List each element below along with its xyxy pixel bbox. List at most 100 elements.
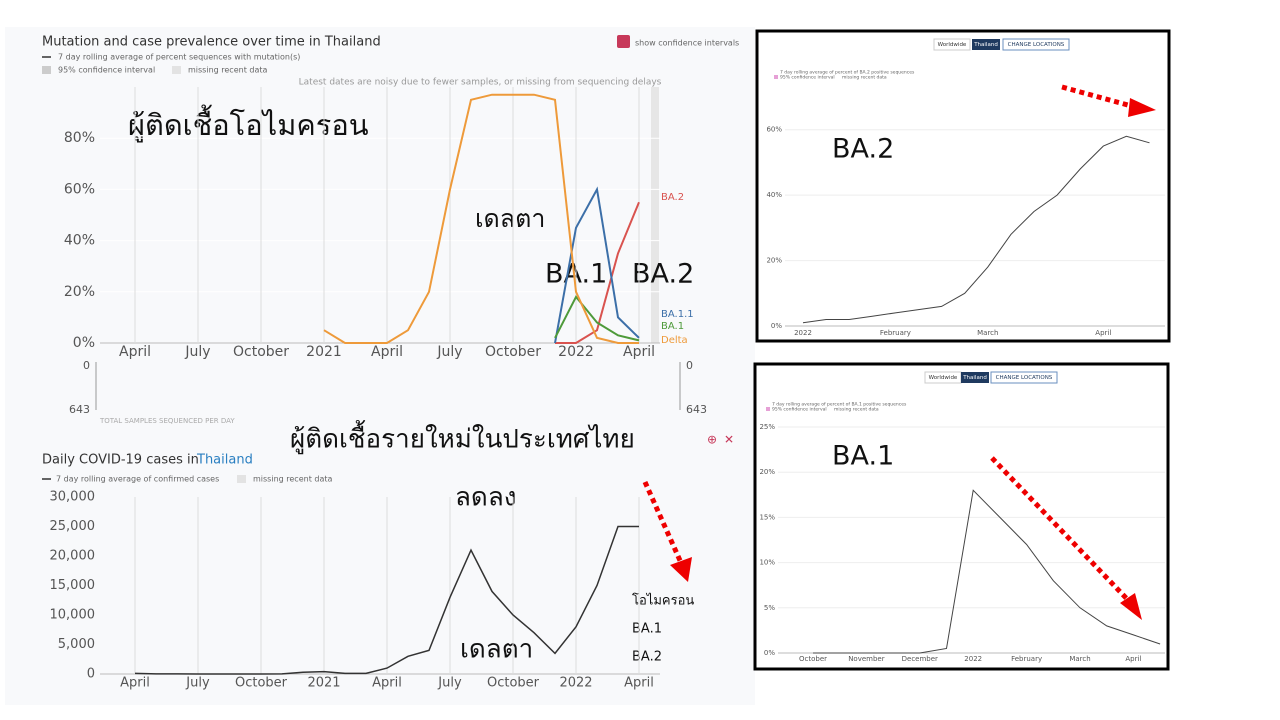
annotation: เดลตา xyxy=(475,204,545,233)
x-tick-label: 2021 xyxy=(306,344,342,360)
button[interactable] xyxy=(961,372,989,383)
button[interactable] xyxy=(933,38,971,51)
annotation: BA.2 xyxy=(632,650,662,665)
legend-text: 95% confidence interval xyxy=(772,407,827,413)
legend-swatch xyxy=(42,66,51,74)
y-tick-label: 20% xyxy=(759,468,775,476)
chart-title-location[interactable]: Thailand xyxy=(196,453,253,468)
legend-text: 7 day rolling average of percent of BA.2… xyxy=(780,70,915,76)
series-label: BA.2 xyxy=(661,192,684,203)
button-label[interactable]: CHANGE LOCATIONS xyxy=(996,375,1053,381)
data-line xyxy=(813,489,1161,654)
y-tick-label: 10% xyxy=(759,559,775,567)
arrow-head xyxy=(1120,593,1142,620)
button-label[interactable]: Worldwide xyxy=(938,42,967,48)
samples-label: TOTAL SAMPLES SEQUENCED PER DAY xyxy=(99,417,235,425)
legend-swatch xyxy=(766,407,770,411)
x-tick-label: November xyxy=(848,655,885,663)
x-tick-label: February xyxy=(1011,655,1042,663)
x-tick-label: December xyxy=(902,655,938,663)
series-label: BA.1.1 xyxy=(661,309,694,320)
x-tick-label: 2022 xyxy=(558,344,594,360)
legend-text: missing recent data xyxy=(188,66,267,75)
annotation: ลดลง xyxy=(455,483,516,513)
x-tick-label: July xyxy=(185,676,210,691)
x-tick-label: 2022 xyxy=(964,655,982,663)
button-label[interactable]: CHANGE LOCATIONS xyxy=(1008,42,1065,48)
y-tick-label: 20,000 xyxy=(50,549,96,564)
legend-text: 7 day rolling average of percent of BA.1… xyxy=(772,402,907,408)
button-label[interactable]: Worldwide xyxy=(929,375,958,381)
button-label[interactable]: Thailand xyxy=(973,42,998,48)
x-tick-label: April xyxy=(119,344,151,360)
data-line xyxy=(323,93,639,344)
checkbox[interactable] xyxy=(617,35,630,48)
data-line xyxy=(554,295,640,342)
x-tick-label: July xyxy=(184,344,210,360)
x-tick-label: April xyxy=(623,344,655,360)
arrow-head xyxy=(1128,98,1156,117)
series-label: Delta xyxy=(661,335,688,346)
samples-tick: 643 xyxy=(686,403,707,416)
chart-title: Daily COVID-19 cases in xyxy=(42,453,199,468)
x-tick-label: 2022 xyxy=(559,676,592,691)
y-tick-label: 5% xyxy=(764,604,775,612)
plots: 0% 20% 40% 60% 80% April July October 2021 April J… xyxy=(50,87,1165,691)
x-tick-label: March xyxy=(1069,655,1090,663)
annotation: BA.1 xyxy=(832,441,894,472)
x-tick-label: 2022 xyxy=(794,329,812,337)
arrow xyxy=(990,456,1130,602)
legend-text: missing recent data xyxy=(834,407,879,413)
annotation: BA.2 xyxy=(632,259,694,290)
y-tick-label: 0% xyxy=(73,335,95,351)
y-tick-label: 80% xyxy=(64,130,95,146)
button-label[interactable]: Thailand xyxy=(962,375,987,381)
x-tick-label: July xyxy=(437,676,462,691)
legend-text: 7 day rolling average of confirmed cases xyxy=(56,475,219,484)
y-tick-label: 0% xyxy=(764,649,775,657)
data-line xyxy=(134,525,639,675)
annotation: เดลตา xyxy=(460,635,533,665)
button[interactable] xyxy=(1002,38,1070,51)
x-tick-label: April xyxy=(624,676,654,691)
legend-text: missing recent data xyxy=(842,75,887,81)
annotation: BA.1 xyxy=(632,622,662,637)
inset-frame xyxy=(755,29,1171,343)
missing-hatch xyxy=(651,87,659,343)
arrow xyxy=(642,480,685,567)
zoom-icon[interactable]: ⊕ xyxy=(707,433,717,447)
y-tick-label: 5,000 xyxy=(58,637,95,652)
legend-text: 95% confidence interval xyxy=(780,75,835,81)
data-line xyxy=(802,135,1150,324)
x-tick-label: February xyxy=(880,329,911,337)
x-tick-label: October xyxy=(799,655,827,663)
reset-icon[interactable]: ✕ xyxy=(724,433,734,447)
arrow xyxy=(1061,84,1136,110)
x-tick-label: April xyxy=(1095,329,1111,337)
note: Latest dates are noisy due to fewer samp… xyxy=(299,78,662,88)
inset-frame xyxy=(753,362,1170,671)
x-tick-label: July xyxy=(436,344,462,360)
y-tick-label: 10,000 xyxy=(50,608,96,623)
y-tick-label: 0 xyxy=(87,667,95,682)
legend-swatch xyxy=(172,66,181,74)
samples-tick: 643 xyxy=(69,403,90,416)
chart-title: Mutation and case prevalence over time i… xyxy=(42,35,381,50)
button[interactable] xyxy=(972,39,1000,50)
y-tick-label: 0% xyxy=(771,322,782,330)
y-tick-label: 40% xyxy=(64,233,95,249)
series-label: BA.1 xyxy=(661,321,684,332)
x-tick-label: March xyxy=(977,329,998,337)
x-tick-label: October xyxy=(235,676,288,691)
x-tick-label: 2021 xyxy=(307,676,340,691)
x-tick-label: October xyxy=(233,344,289,360)
x-tick-label: April xyxy=(371,344,403,360)
y-tick-label: 20% xyxy=(766,257,782,265)
y-tick-label: 60% xyxy=(64,181,95,197)
samples-tick: 0 xyxy=(686,359,693,372)
legend-swatch xyxy=(237,475,246,483)
toggle-label[interactable]: show confidence intervals xyxy=(635,39,739,48)
button[interactable] xyxy=(990,371,1058,384)
legend-swatch xyxy=(774,75,778,79)
